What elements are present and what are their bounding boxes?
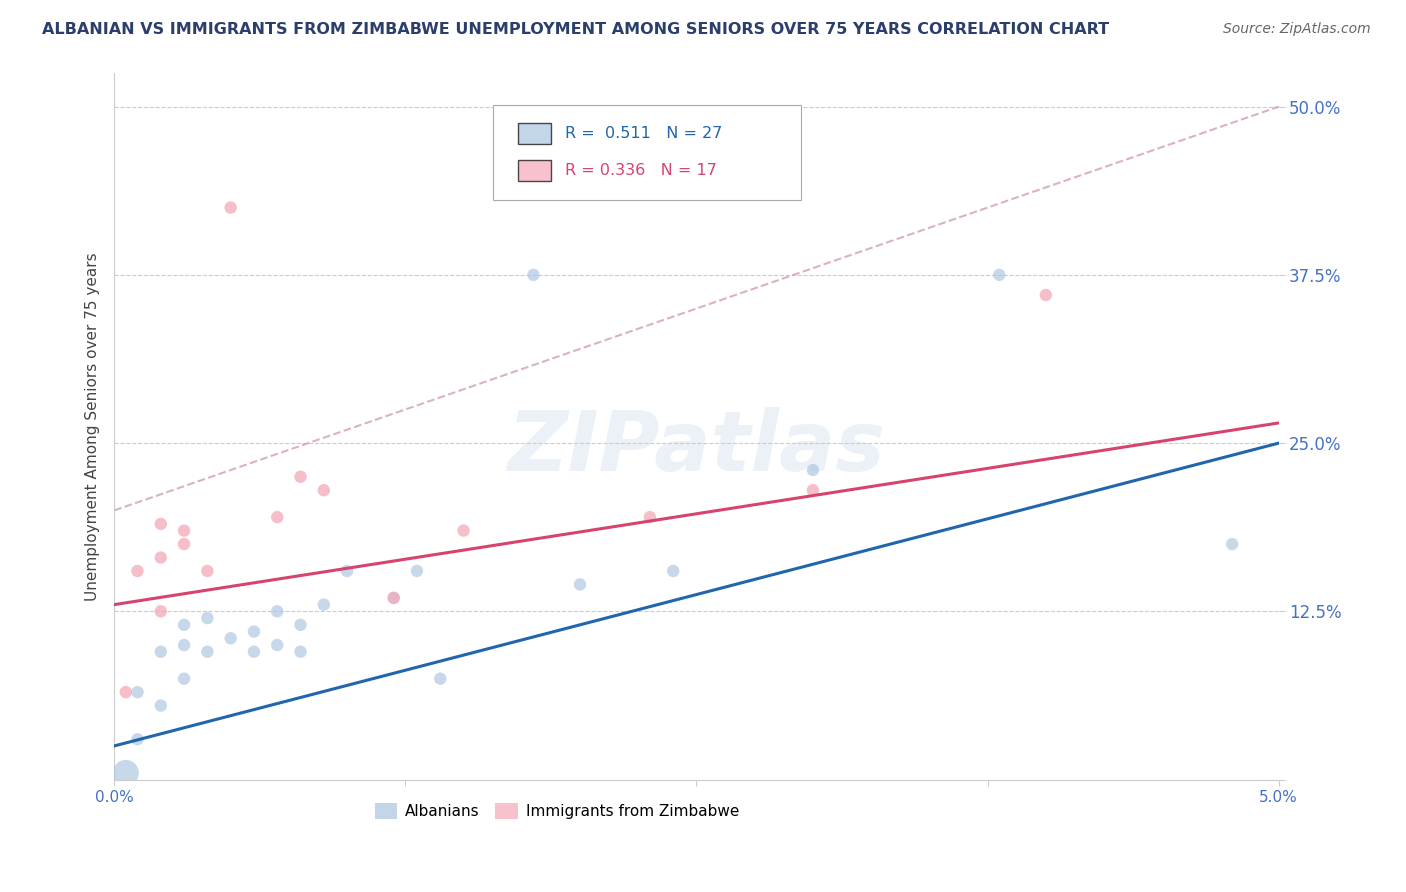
Point: [127, 564, 149, 578]
Point: [522, 268, 544, 282]
Point: [638, 510, 661, 524]
Point: [173, 617, 195, 632]
Point: [173, 524, 195, 538]
Text: ZIPatlas: ZIPatlas: [508, 407, 886, 488]
Point: [243, 645, 266, 659]
Text: Source: ZipAtlas.com: Source: ZipAtlas.com: [1223, 22, 1371, 37]
Point: [173, 537, 195, 551]
Point: [195, 611, 218, 625]
Point: [127, 685, 149, 699]
Text: ALBANIAN VS IMMIGRANTS FROM ZIMBABWE UNEMPLOYMENT AMONG SENIORS OVER 75 YEARS CO: ALBANIAN VS IMMIGRANTS FROM ZIMBABWE UNE…: [42, 22, 1109, 37]
Point: [173, 672, 195, 686]
Point: [1220, 537, 1243, 551]
Point: [988, 268, 1011, 282]
Point: [114, 685, 136, 699]
Point: [336, 564, 359, 578]
Point: [173, 638, 195, 652]
Point: [195, 564, 218, 578]
Point: [453, 524, 475, 538]
Point: [266, 604, 288, 618]
Point: [801, 463, 824, 477]
FancyBboxPatch shape: [492, 104, 801, 200]
Text: R =  0.511   N = 27: R = 0.511 N = 27: [565, 127, 723, 141]
Point: [219, 632, 242, 646]
Point: [569, 577, 592, 591]
Point: [149, 516, 172, 531]
Point: [127, 732, 149, 747]
Point: [149, 550, 172, 565]
Point: [290, 645, 312, 659]
Point: [266, 510, 288, 524]
Point: [406, 564, 429, 578]
Point: [382, 591, 405, 605]
Point: [243, 624, 266, 639]
Point: [382, 591, 405, 605]
Point: [149, 645, 172, 659]
Point: [219, 201, 242, 215]
Point: [312, 483, 335, 498]
Point: [149, 604, 172, 618]
Point: [149, 698, 172, 713]
Point: [662, 564, 685, 578]
Point: [801, 483, 824, 498]
Text: R = 0.336   N = 17: R = 0.336 N = 17: [565, 163, 717, 178]
FancyBboxPatch shape: [519, 160, 551, 181]
Point: [114, 765, 136, 780]
Point: [429, 672, 451, 686]
FancyBboxPatch shape: [519, 123, 551, 145]
Y-axis label: Unemployment Among Seniors over 75 years: Unemployment Among Seniors over 75 years: [86, 252, 100, 600]
Point: [266, 638, 288, 652]
Point: [312, 598, 335, 612]
Point: [195, 645, 218, 659]
Point: [1035, 288, 1057, 302]
Point: [290, 617, 312, 632]
Point: [290, 469, 312, 483]
Legend: Albanians, Immigrants from Zimbabwe: Albanians, Immigrants from Zimbabwe: [368, 797, 745, 825]
